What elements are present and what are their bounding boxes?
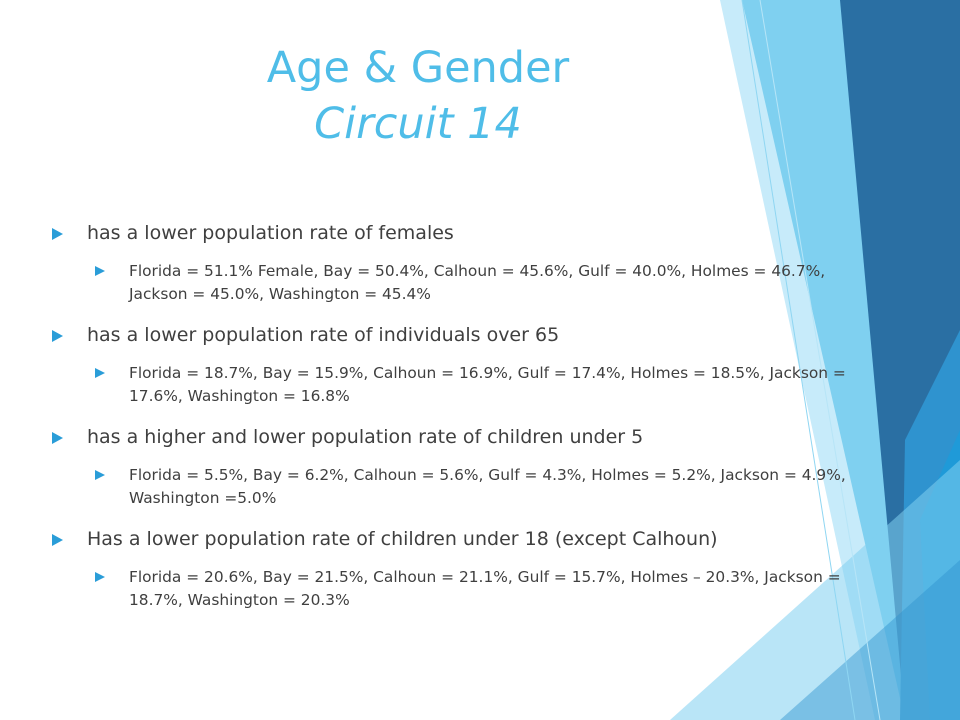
facet-thin-line (741, 0, 856, 720)
title-line-1: Age & Gender (266, 43, 570, 93)
triangle-right-icon (52, 228, 63, 240)
bullet-item: has a lower population rate of females (48, 220, 848, 246)
triangle-right-icon (95, 572, 105, 582)
title-line-2: Circuit 14 (314, 99, 522, 149)
slide-title: Age & Gender Circuit 14 (0, 40, 836, 152)
triangle-right-icon (95, 368, 105, 378)
triangle-right-icon (52, 432, 63, 444)
sub-bullet-item: Florida = 51.1% Female, Bay = 50.4%, Cal… (48, 260, 848, 306)
bullet-item: has a lower population rate of individua… (48, 322, 848, 348)
bullet-item: has a higher and lower population rate o… (48, 424, 848, 450)
bullet-list: has a lower population rate of females F… (48, 220, 848, 628)
facet-thin-line-2 (759, 0, 881, 720)
sub-bullet-text: Florida = 20.6%, Bay = 21.5%, Calhoun = … (129, 568, 841, 609)
bullet-text: Has a lower population rate of children … (87, 528, 718, 550)
bullet-text: has a lower population rate of individua… (87, 324, 560, 346)
triangle-right-icon (52, 330, 63, 342)
bullet-item: Has a lower population rate of children … (48, 526, 848, 552)
sub-bullet-item: Florida = 20.6%, Bay = 21.5%, Calhoun = … (48, 566, 848, 612)
sub-bullet-text: Florida = 51.1% Female, Bay = 50.4%, Cal… (129, 262, 826, 303)
bullet-text: has a higher and lower population rate o… (87, 426, 644, 448)
facet-sheer (670, 460, 960, 720)
triangle-right-icon (52, 534, 63, 546)
triangle-right-icon (95, 266, 105, 276)
bullet-text: has a lower population rate of females (87, 222, 454, 244)
sub-bullet-item: Florida = 5.5%, Bay = 6.2%, Calhoun = 5.… (48, 464, 848, 510)
facet-sheer-2 (780, 560, 960, 720)
triangle-right-icon (95, 470, 105, 480)
sub-bullet-text: Florida = 5.5%, Bay = 6.2%, Calhoun = 5.… (129, 466, 846, 507)
sub-bullet-text: Florida = 18.7%, Bay = 15.9%, Calhoun = … (129, 364, 846, 405)
sub-bullet-item: Florida = 18.7%, Bay = 15.9%, Calhoun = … (48, 362, 848, 408)
